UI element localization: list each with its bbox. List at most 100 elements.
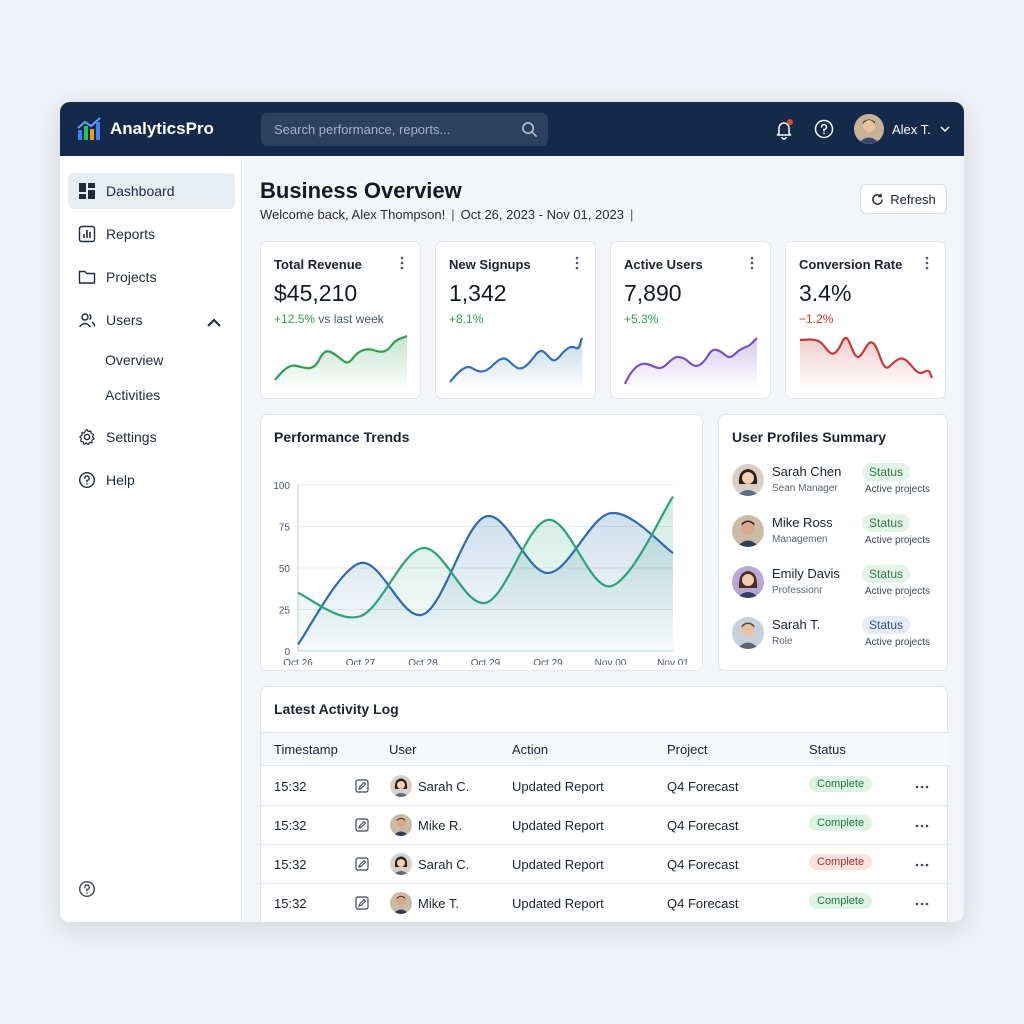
app-window: AnalyticsPro	[60, 102, 964, 922]
kpi-delta: +5.3%	[624, 312, 658, 326]
profile-row[interactable]: Emily Davis Professionr Status Active pr…	[732, 562, 937, 602]
profile-name: Sarah Chen	[772, 464, 842, 479]
sparkline	[449, 337, 584, 386]
kpi-title: Total Revenue	[274, 257, 362, 272]
brand[interactable]: AnalyticsPro	[76, 116, 214, 142]
profile-name: Sarah T.	[772, 617, 821, 632]
edit-document-icon	[355, 779, 369, 793]
status-badge: Complete	[809, 815, 873, 831]
chevron-up-icon[interactable]	[205, 314, 223, 332]
profile-row[interactable]: Mike Ross Managemen Status Active projec…	[732, 511, 937, 551]
kpi-delta-suffix: vs last week	[315, 312, 384, 326]
column-header-user[interactable]: User	[389, 742, 417, 757]
kpi-card-conversion-rate[interactable]: Conversion Rate 3.4% −1.2%	[785, 241, 946, 399]
avatar	[732, 617, 764, 649]
chevron-down-icon	[940, 126, 950, 133]
card-title: Performance Trends	[274, 429, 410, 445]
help-icon[interactable]	[813, 118, 835, 140]
performance-trends-card: Performance Trends 0 25 50 75 100 Oct 26 Oct 2…	[260, 414, 703, 671]
kpi-delta-value: −1.2%	[799, 312, 834, 326]
gear-icon	[79, 428, 95, 446]
profile-role: Role	[772, 636, 793, 647]
cell-timestamp: 15:32	[274, 896, 307, 911]
avatar	[390, 814, 412, 836]
kpi-delta: +8.1%	[449, 312, 483, 326]
more-vertical-icon[interactable]	[744, 255, 760, 271]
profile-subtext: Active projects	[865, 637, 931, 648]
sparkline	[623, 337, 758, 386]
date-range[interactable]: Oct 26, 2023 - Nov 01, 2023	[460, 207, 624, 222]
help-circle-icon	[78, 471, 96, 489]
user-menu[interactable]: Alex T.	[854, 114, 951, 144]
search-icon[interactable]	[521, 121, 538, 138]
welcome-text: Welcome back, Alex Thompson!	[260, 207, 446, 222]
more-vertical-icon[interactable]	[569, 255, 585, 271]
status-badge: Complete	[809, 893, 873, 909]
sidebar-item-label: Users	[106, 312, 143, 328]
x-tick-label: Oct 29	[533, 658, 563, 665]
analytics-logo-icon	[77, 117, 101, 140]
sidebar: Dashboard Reports Projects Us	[60, 156, 242, 922]
sparkline	[799, 336, 934, 386]
cell-action: Updated Report	[512, 857, 604, 872]
refresh-button[interactable]: Refresh	[860, 184, 947, 214]
y-tick-label: 25	[279, 606, 291, 617]
series-line	[297, 495, 674, 619]
column-header-action[interactable]: Action	[512, 742, 549, 757]
sidebar-item-reports[interactable]: Reports	[68, 216, 235, 252]
profile-role: Professionr	[772, 585, 823, 596]
more-horizontal-icon[interactable]	[914, 779, 930, 795]
cell-action: Updated Report	[512, 896, 604, 911]
profile-name: Mike Ross	[772, 515, 833, 530]
dashboard-icon	[79, 183, 95, 199]
table-row[interactable]: 15:32 Mike T. Updated Report Q4 Forecast Com…	[261, 884, 949, 922]
kpi-title: New Signups	[449, 257, 531, 272]
top-bar: AnalyticsPro	[60, 102, 964, 156]
column-header-project[interactable]: Project	[667, 742, 708, 757]
more-horizontal-icon[interactable]	[914, 857, 930, 873]
kpi-delta: −1.2%	[799, 312, 833, 326]
kpi-card-new-signups[interactable]: New Signups 1,342 +8.1%	[435, 241, 596, 399]
sidebar-subitem-activities[interactable]: Activities	[105, 387, 161, 403]
edit-document-icon	[355, 857, 369, 871]
sidebar-item-help[interactable]: Help	[68, 462, 235, 498]
x-tick-label: Nov 00	[595, 658, 627, 665]
table-row[interactable]: 15:32 Mike R. Updated Report Q4 Forecast Com…	[261, 806, 949, 845]
bell-icon[interactable]	[773, 118, 795, 140]
y-tick-label: 0	[284, 647, 290, 658]
sidebar-subitem-overview[interactable]: Overview	[105, 352, 164, 368]
kpi-title: Active Users	[624, 257, 703, 272]
search-input[interactable]	[261, 113, 511, 146]
sidebar-item-label: Projects	[106, 269, 157, 285]
help-circle-icon[interactable]	[78, 880, 96, 898]
kpi-card-active-users[interactable]: Active Users 7,890 +5.3%	[610, 241, 771, 399]
kpi-card-total-revenue[interactable]: Total Revenue $45,210 +12.5% vs last wee…	[260, 241, 421, 399]
status-badge: Complete	[809, 776, 873, 792]
avatar	[732, 464, 764, 496]
more-vertical-icon[interactable]	[919, 255, 935, 271]
sidebar-item-users[interactable]: Users	[68, 302, 235, 338]
cell-timestamp: 15:32	[274, 857, 307, 872]
cell-timestamp: 15:32	[274, 818, 307, 833]
profile-row[interactable]: Sarah Chen Sean Manager Status Active pr…	[732, 460, 937, 500]
sidebar-item-label: Settings	[106, 429, 157, 445]
avatar	[732, 515, 764, 547]
sparkline	[274, 334, 408, 386]
y-tick-label: 100	[273, 481, 290, 492]
page-subtitle: Welcome back, Alex Thompson! | Oct 26, 202…	[260, 207, 639, 222]
performance-trends-chart: 0 25 50 75 100 Oct 26 Oct 27 Oct 28 Oct 29 Oct 29…	[273, 481, 689, 665]
table-row[interactable]: 15:32 Sarah C. Updated Report Q4 Forecast Co…	[261, 767, 949, 806]
more-vertical-icon[interactable]	[394, 255, 410, 271]
more-horizontal-icon[interactable]	[914, 818, 930, 834]
page-title: Business Overview	[260, 178, 462, 203]
notification-dot	[787, 119, 793, 125]
sidebar-item-dashboard[interactable]: Dashboard	[68, 173, 235, 209]
more-horizontal-icon[interactable]	[914, 896, 930, 912]
profile-row[interactable]: Sarah T. Role Status Active projects	[732, 613, 937, 653]
sidebar-item-projects[interactable]: Projects	[68, 259, 235, 295]
table-row[interactable]: 15:32 Sarah C. Updated Report Q4 Forecast Co…	[261, 845, 949, 884]
folder-icon	[78, 270, 96, 284]
column-header-status[interactable]: Status	[809, 742, 846, 757]
sidebar-item-settings[interactable]: Settings	[68, 419, 235, 455]
column-header-timestamp[interactable]: Timestamp	[274, 742, 338, 757]
